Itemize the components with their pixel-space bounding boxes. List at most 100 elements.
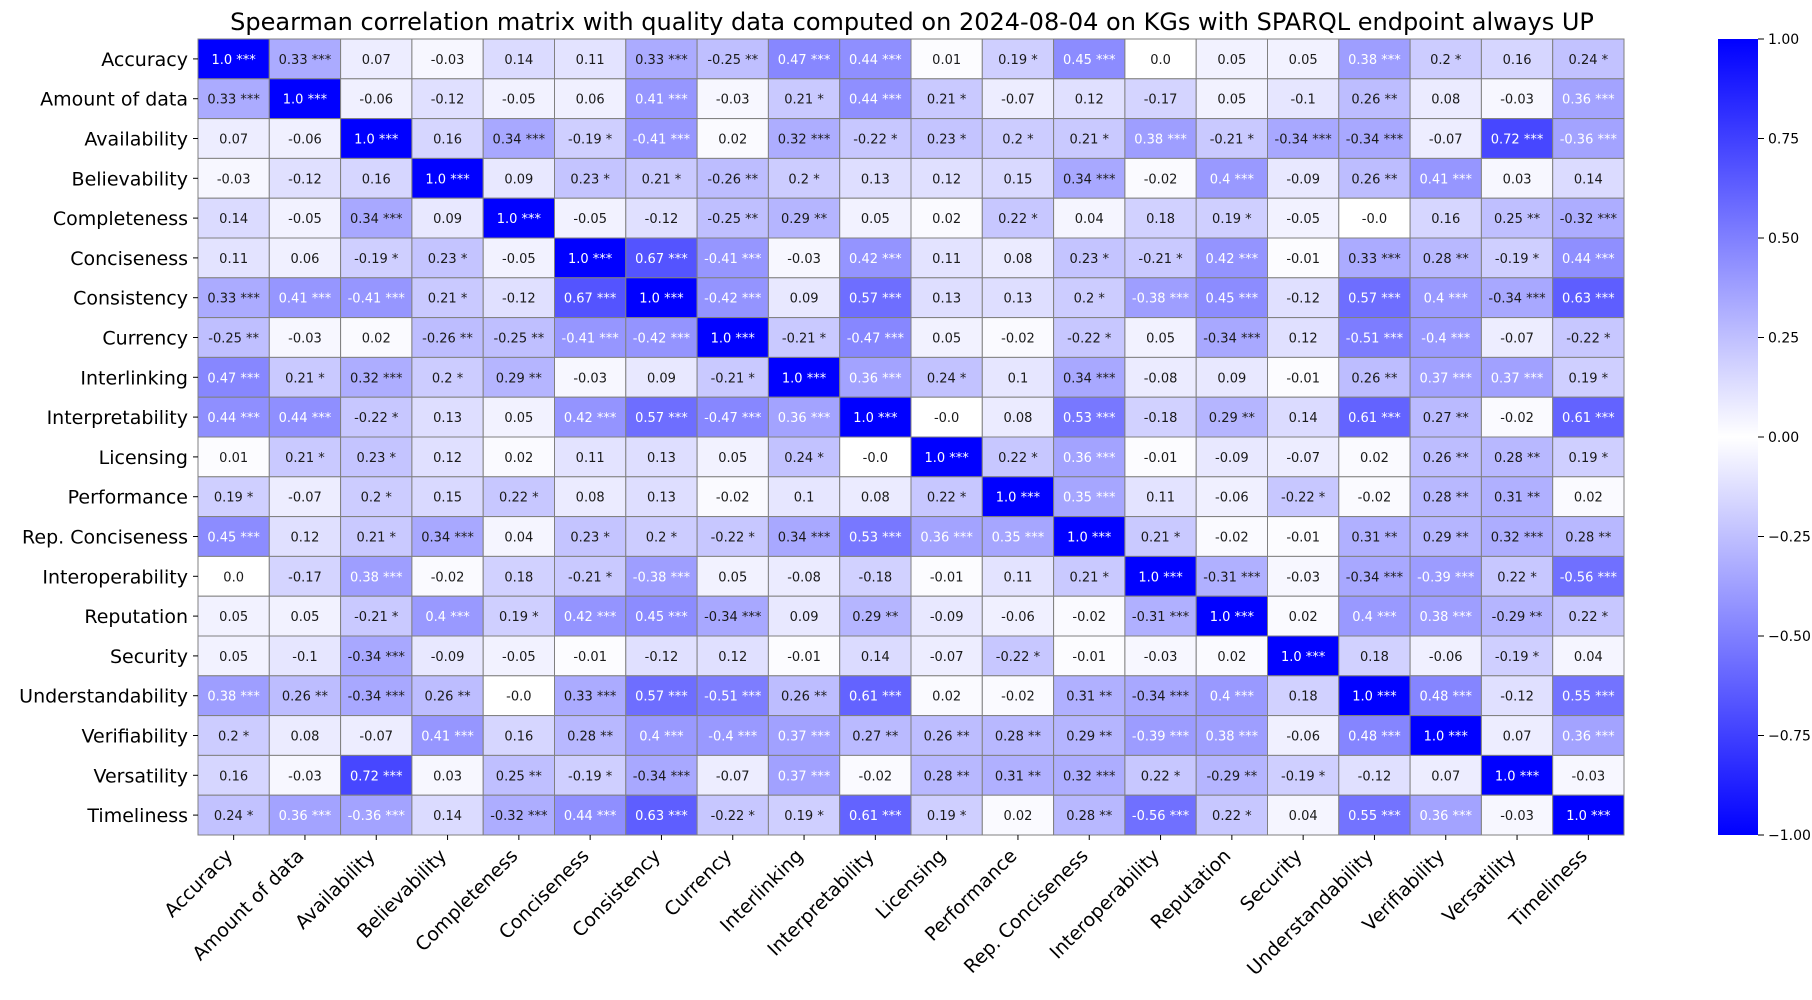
cell-value-label: 0.36 *** (778, 411, 831, 426)
heatmap-cell (1267, 675, 1340, 717)
heatmap-cell (625, 237, 698, 279)
cell-value-label: 0.4 *** (639, 730, 684, 745)
cell-value-label: 0.13 (861, 172, 890, 187)
cell-value-label: -0.03 (1500, 93, 1534, 108)
colorbar: 1.00 0.75 0.50 0.25 0.00 −0.25 −0.50 −0.75 −1.00 (1718, 32, 1811, 844)
cell-value-label: 0.36 *** (920, 531, 973, 546)
heatmap-cell (1552, 197, 1625, 239)
cell-value-label: 0.41 *** (635, 93, 688, 108)
heatmap-cell (1124, 157, 1197, 199)
cell-value-label: -0.25 ** (707, 53, 758, 68)
heatmap-cell (1338, 157, 1411, 199)
cell-value-label: 0.22 * (499, 491, 539, 506)
cell-value-label: 0.41 *** (1419, 172, 1472, 187)
heatmap-cell (839, 38, 912, 80)
heatmap-cell (696, 675, 769, 717)
cell-value-label: -0.12 (645, 212, 679, 227)
cell-value-label: -0.03 (1572, 769, 1606, 784)
cell-value-label: 0.27 ** (1423, 411, 1470, 426)
heatmap-cell (1552, 356, 1625, 398)
cell-value-label: -0.03 (288, 769, 322, 784)
cell-value-label: 0.31 ** (1494, 491, 1541, 506)
heatmap-cell (268, 476, 342, 518)
heatmap-cell (1195, 555, 1268, 597)
heatmap-cell (625, 715, 698, 756)
cell-value-label: 0.21 * (356, 531, 396, 546)
heatmap-cell (1195, 356, 1268, 398)
heatmap-cell (767, 277, 841, 319)
heatmap-cell (839, 237, 912, 279)
cell-value-label: 0.22 * (1141, 769, 1181, 784)
heatmap-cell (1053, 356, 1126, 398)
heatmap-cell (1267, 595, 1340, 637)
heatmap-cell (1552, 237, 1625, 279)
cell-value-label: -0.03 (217, 172, 251, 187)
heatmap-cell (1267, 78, 1340, 120)
heatmap-cell (1338, 715, 1411, 756)
cell-value-label: 0.02 (1360, 451, 1389, 466)
cell-value-label: -0.03 (288, 332, 322, 347)
cell-value-label: 0.23 * (570, 531, 610, 546)
heatmap-cell (1267, 794, 1340, 836)
cell-value-label: 0.08 (1003, 252, 1032, 267)
cell-value-label: 1.0 *** (711, 332, 756, 347)
cell-value-label: 0.18 (1360, 650, 1389, 665)
cell-value-label: 0.18 (504, 570, 533, 585)
cell-value-label: 0.38 *** (1348, 53, 1401, 68)
heatmap-cell (1338, 476, 1411, 518)
heatmap-cell (482, 635, 556, 677)
cell-value-label: 0.05 (718, 451, 747, 466)
heatmap-cell (482, 197, 556, 239)
heatmap-cell (767, 396, 841, 438)
cell-value-label: 0.34 *** (1063, 172, 1116, 187)
cell-value-label: 0.14 (504, 53, 533, 68)
cell-value-label: 0.11 (576, 451, 605, 466)
cell-value-label: 0.12 (1075, 93, 1104, 108)
heatmap-cell (268, 635, 342, 677)
cell-value-label: 0.05 (932, 332, 961, 347)
heatmap-cell (767, 516, 841, 557)
y-tick-label: Reputation (84, 606, 188, 628)
heatmap-cell (1195, 675, 1268, 717)
heatmap-cell (767, 555, 841, 597)
cell-value-label: 0.44 *** (207, 411, 260, 426)
cell-value-label: 0.14 (1574, 172, 1603, 187)
heatmap-cell (554, 436, 627, 478)
heatmap-cell (696, 157, 769, 199)
cell-value-label: 0.26 ** (1423, 451, 1470, 466)
heatmap-cell (482, 794, 556, 836)
cell-value-label: 0.41 *** (421, 730, 474, 745)
cell-value-label: 0.33 *** (207, 292, 260, 307)
cell-value-label: 0.61 *** (1348, 411, 1401, 426)
cell-value-label: 0.05 (290, 610, 319, 625)
cell-value-label: 0.03 (433, 769, 462, 784)
cell-value-label: -0.41 *** (562, 332, 620, 347)
heatmap-cell (767, 675, 841, 717)
cell-value-label: 0.13 (433, 411, 462, 426)
cell-value-label: 0.33 *** (279, 53, 332, 68)
cell-value-label: -0.34 *** (704, 610, 762, 625)
y-tick-label: Performance (68, 487, 188, 509)
cell-value-label: 0.09 (647, 371, 676, 386)
y-tick-label: Availability (84, 129, 188, 151)
cell-value-label: -0.42 *** (633, 332, 691, 347)
cell-value-label: -0.01 (787, 650, 821, 665)
cell-value-label: 0.45 *** (207, 531, 260, 546)
cell-value-label: 0.03 (1503, 172, 1532, 187)
cell-value-label: -0.26 ** (422, 332, 473, 347)
heatmap-cell (1338, 794, 1411, 836)
heatmap-cell (268, 794, 342, 836)
heatmap-cell (1124, 317, 1197, 358)
cell-value-label: 0.33 *** (207, 93, 260, 108)
cell-value-label: 0.41 *** (279, 292, 332, 307)
cell-value-label: 0.33 *** (564, 690, 617, 705)
heatmap-cell (1267, 237, 1340, 279)
y-tick-label: Interoperability (42, 566, 188, 588)
cell-value-label: 0.57 *** (1348, 292, 1401, 307)
cell-value-label: -0.4 *** (1421, 332, 1470, 347)
heatmap-cell (482, 516, 556, 557)
cell-value-label: 0.47 *** (778, 53, 831, 68)
heatmap-cell (1338, 516, 1411, 557)
cell-value-label: 0.48 *** (1419, 690, 1472, 705)
cell-value-label: 0.19 * (214, 491, 254, 506)
